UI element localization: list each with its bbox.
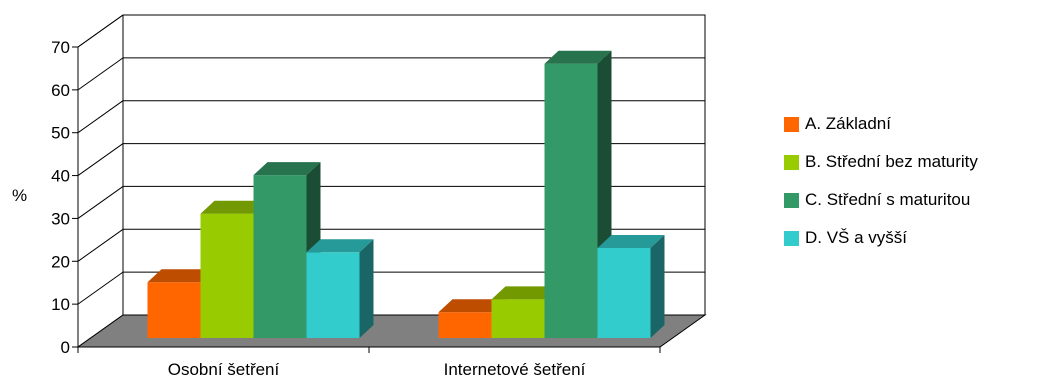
legend-label-d: D. VŠ a vyšší xyxy=(805,228,908,247)
y-tick-label: 20 xyxy=(51,252,70,271)
y-axis-label: % xyxy=(12,186,27,205)
bar-front xyxy=(200,213,254,338)
y-tick-label: 60 xyxy=(51,81,70,100)
legend-swatch-b xyxy=(784,154,799,170)
bar-top xyxy=(544,50,612,64)
legend-item-c: C. Střední s maturitou xyxy=(784,186,978,214)
bar-top xyxy=(438,299,506,313)
legend: A. Základní B. Střední bez maturity C. S… xyxy=(784,110,978,262)
bar-front xyxy=(597,248,651,338)
y-tick-label: 0 xyxy=(61,338,70,357)
legend-label-c: C. Střední s maturitou xyxy=(805,190,971,209)
side-wall-line xyxy=(77,143,124,176)
side-wall-line xyxy=(77,186,124,219)
legend-label-b: B. Střední bez maturity xyxy=(805,152,978,171)
y-tick-label: 10 xyxy=(51,295,70,314)
bar-side xyxy=(650,235,665,338)
x-tick-label: Internetové šetření xyxy=(444,360,586,379)
side-wall-line xyxy=(77,271,124,305)
bar-front xyxy=(438,312,492,338)
side-wall-top xyxy=(77,14,124,48)
bar-front xyxy=(491,299,545,338)
legend-item-a: A. Základní xyxy=(784,110,978,138)
y-tick-label: 70 xyxy=(51,38,70,57)
y-tick-label: 30 xyxy=(51,209,70,228)
legend-swatch-a xyxy=(784,116,799,132)
bar-front xyxy=(147,282,201,338)
bar-top xyxy=(306,239,374,253)
legend-item-b: B. Střední bez maturity xyxy=(784,148,978,176)
legend-item-d: D. VŠ a vyšší xyxy=(784,224,978,252)
bar-front xyxy=(544,63,598,338)
bar-top xyxy=(147,269,215,283)
bar-top xyxy=(253,162,321,176)
side-wall-line xyxy=(77,57,124,91)
bar-top xyxy=(491,286,559,300)
x-tick-label: Osobní šetření xyxy=(168,360,280,379)
bar-front xyxy=(306,252,360,338)
side-wall-line xyxy=(77,228,124,262)
legend-label-a: A. Základní xyxy=(805,114,891,133)
bar-top xyxy=(200,200,268,214)
legend-swatch-d xyxy=(784,230,799,246)
legend-swatch-c xyxy=(784,192,799,208)
side-wall-line xyxy=(77,100,124,134)
bar-top xyxy=(597,235,665,248)
y-tick-label: 50 xyxy=(51,124,70,143)
bar-front xyxy=(253,175,307,338)
y-tick-label: 40 xyxy=(51,167,70,186)
bar-side xyxy=(359,239,374,338)
